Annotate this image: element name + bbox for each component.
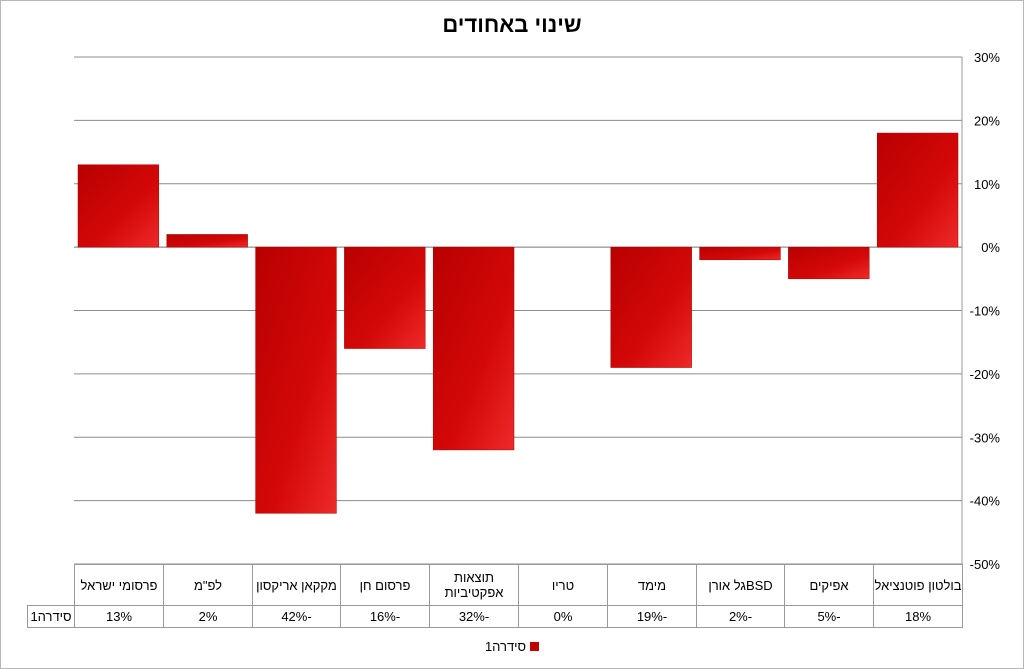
bar: [255, 246, 337, 514]
y-tick-label: -30%: [970, 430, 1001, 445]
table-category-cell: טריו: [518, 564, 608, 606]
table-value-cell: -5%: [784, 605, 874, 628]
legend: סידרה1: [0, 639, 1024, 654]
y-tick-label: -10%: [970, 304, 1001, 319]
bar: [77, 164, 160, 248]
y-tick-label: 0%: [981, 240, 1000, 255]
table-category-cell: מקקאן אריקסון: [252, 564, 341, 606]
legend-label: סידרה1: [484, 639, 527, 654]
table-value-cell: 13%: [74, 605, 164, 628]
table-category-cell: פרסום חן: [340, 564, 430, 606]
table-category-cell: בולטון פוטנציאל: [873, 564, 963, 606]
table-value-cell: -2%: [696, 605, 785, 628]
bar: [166, 234, 248, 248]
table-value-cell: 0%: [518, 605, 608, 628]
y-tick-label: 30%: [974, 50, 1000, 65]
y-tick-label: -50%: [970, 557, 1001, 572]
table-value-cell: -32%: [429, 605, 519, 628]
y-tick-label: 20%: [974, 113, 1000, 128]
table-value-cell: 18%: [873, 605, 963, 628]
table-category-cell: מימד: [607, 564, 697, 606]
table-category-cell: אפיקים: [784, 564, 874, 606]
y-tick-label: 10%: [974, 177, 1000, 192]
table-value-cell: -16%: [340, 605, 430, 628]
table-series-label: סידרה1: [27, 605, 75, 628]
bar: [788, 246, 870, 280]
y-tick-label: -20%: [970, 367, 1001, 382]
table-value-cell: -42%: [252, 605, 341, 628]
chart-title: שינוי באחודים: [442, 12, 582, 37]
bar: [699, 246, 781, 261]
table-value-cell: -19%: [607, 605, 697, 628]
table-category-cell: לפ"מ: [163, 564, 253, 606]
bar: [876, 132, 959, 248]
table-value-cell: 2%: [163, 605, 253, 628]
bar: [432, 246, 515, 451]
table-category-cell: BSDגל אורן: [696, 564, 785, 606]
bar: [344, 246, 426, 349]
table-category-cell: תוצאות אפקטיביות: [429, 564, 519, 606]
bar: [610, 246, 692, 368]
table-category-cell: פרסומי ישראל: [74, 564, 164, 606]
y-tick-label: -40%: [970, 494, 1001, 509]
legend-swatch: [530, 642, 540, 651]
